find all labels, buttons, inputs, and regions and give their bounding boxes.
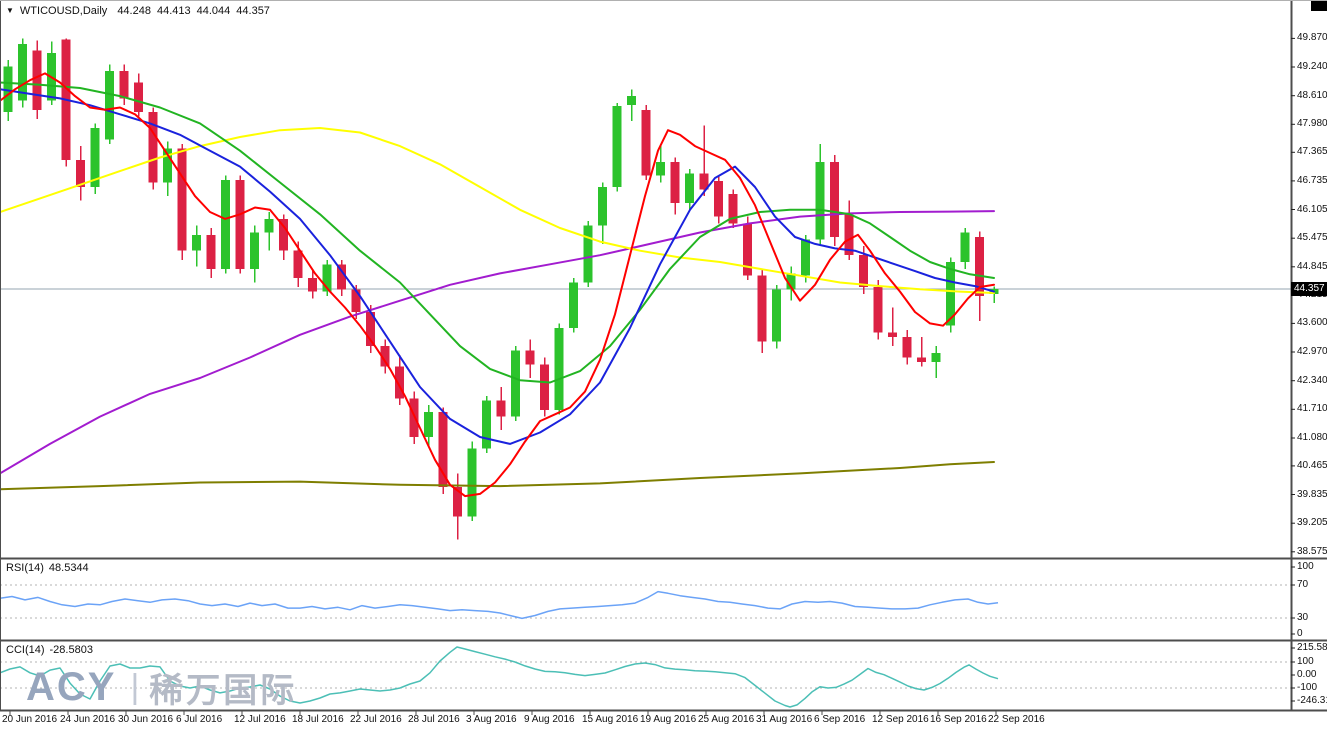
- ohlc-close: 44.357: [236, 5, 270, 17]
- ohlc-low: 44.044: [196, 5, 231, 17]
- rsi-value: 48.5344: [48, 562, 89, 574]
- broker-watermark: ACY | 稀万国际: [26, 663, 297, 712]
- cci-indicator-label: CCI(14) -28.5803: [6, 644, 93, 656]
- corner-marker: [1311, 1, 1327, 11]
- watermark-separator: |: [130, 668, 140, 706]
- rsi-name: RSI(14): [6, 562, 44, 574]
- watermark-brand: ACY: [26, 665, 117, 709]
- current-price-tag: 44.357: [1291, 282, 1327, 296]
- cci-name: CCI(14): [6, 644, 45, 656]
- symbol-title: WTICOUSD,Daily: [19, 5, 108, 17]
- symbol-dropdown-icon[interactable]: ▼: [6, 6, 14, 15]
- watermark-cn-name: 稀万国际: [149, 672, 298, 710]
- ohlc-open: 44.248: [117, 5, 151, 17]
- cci-value: -28.5803: [49, 644, 93, 656]
- ohlc-high: 44.413: [156, 5, 191, 17]
- chart-header: ▼ WTICOUSD,Daily 44.248 44.413 44.044 44…: [6, 5, 270, 17]
- rsi-indicator-label: RSI(14) 48.5344: [6, 562, 89, 574]
